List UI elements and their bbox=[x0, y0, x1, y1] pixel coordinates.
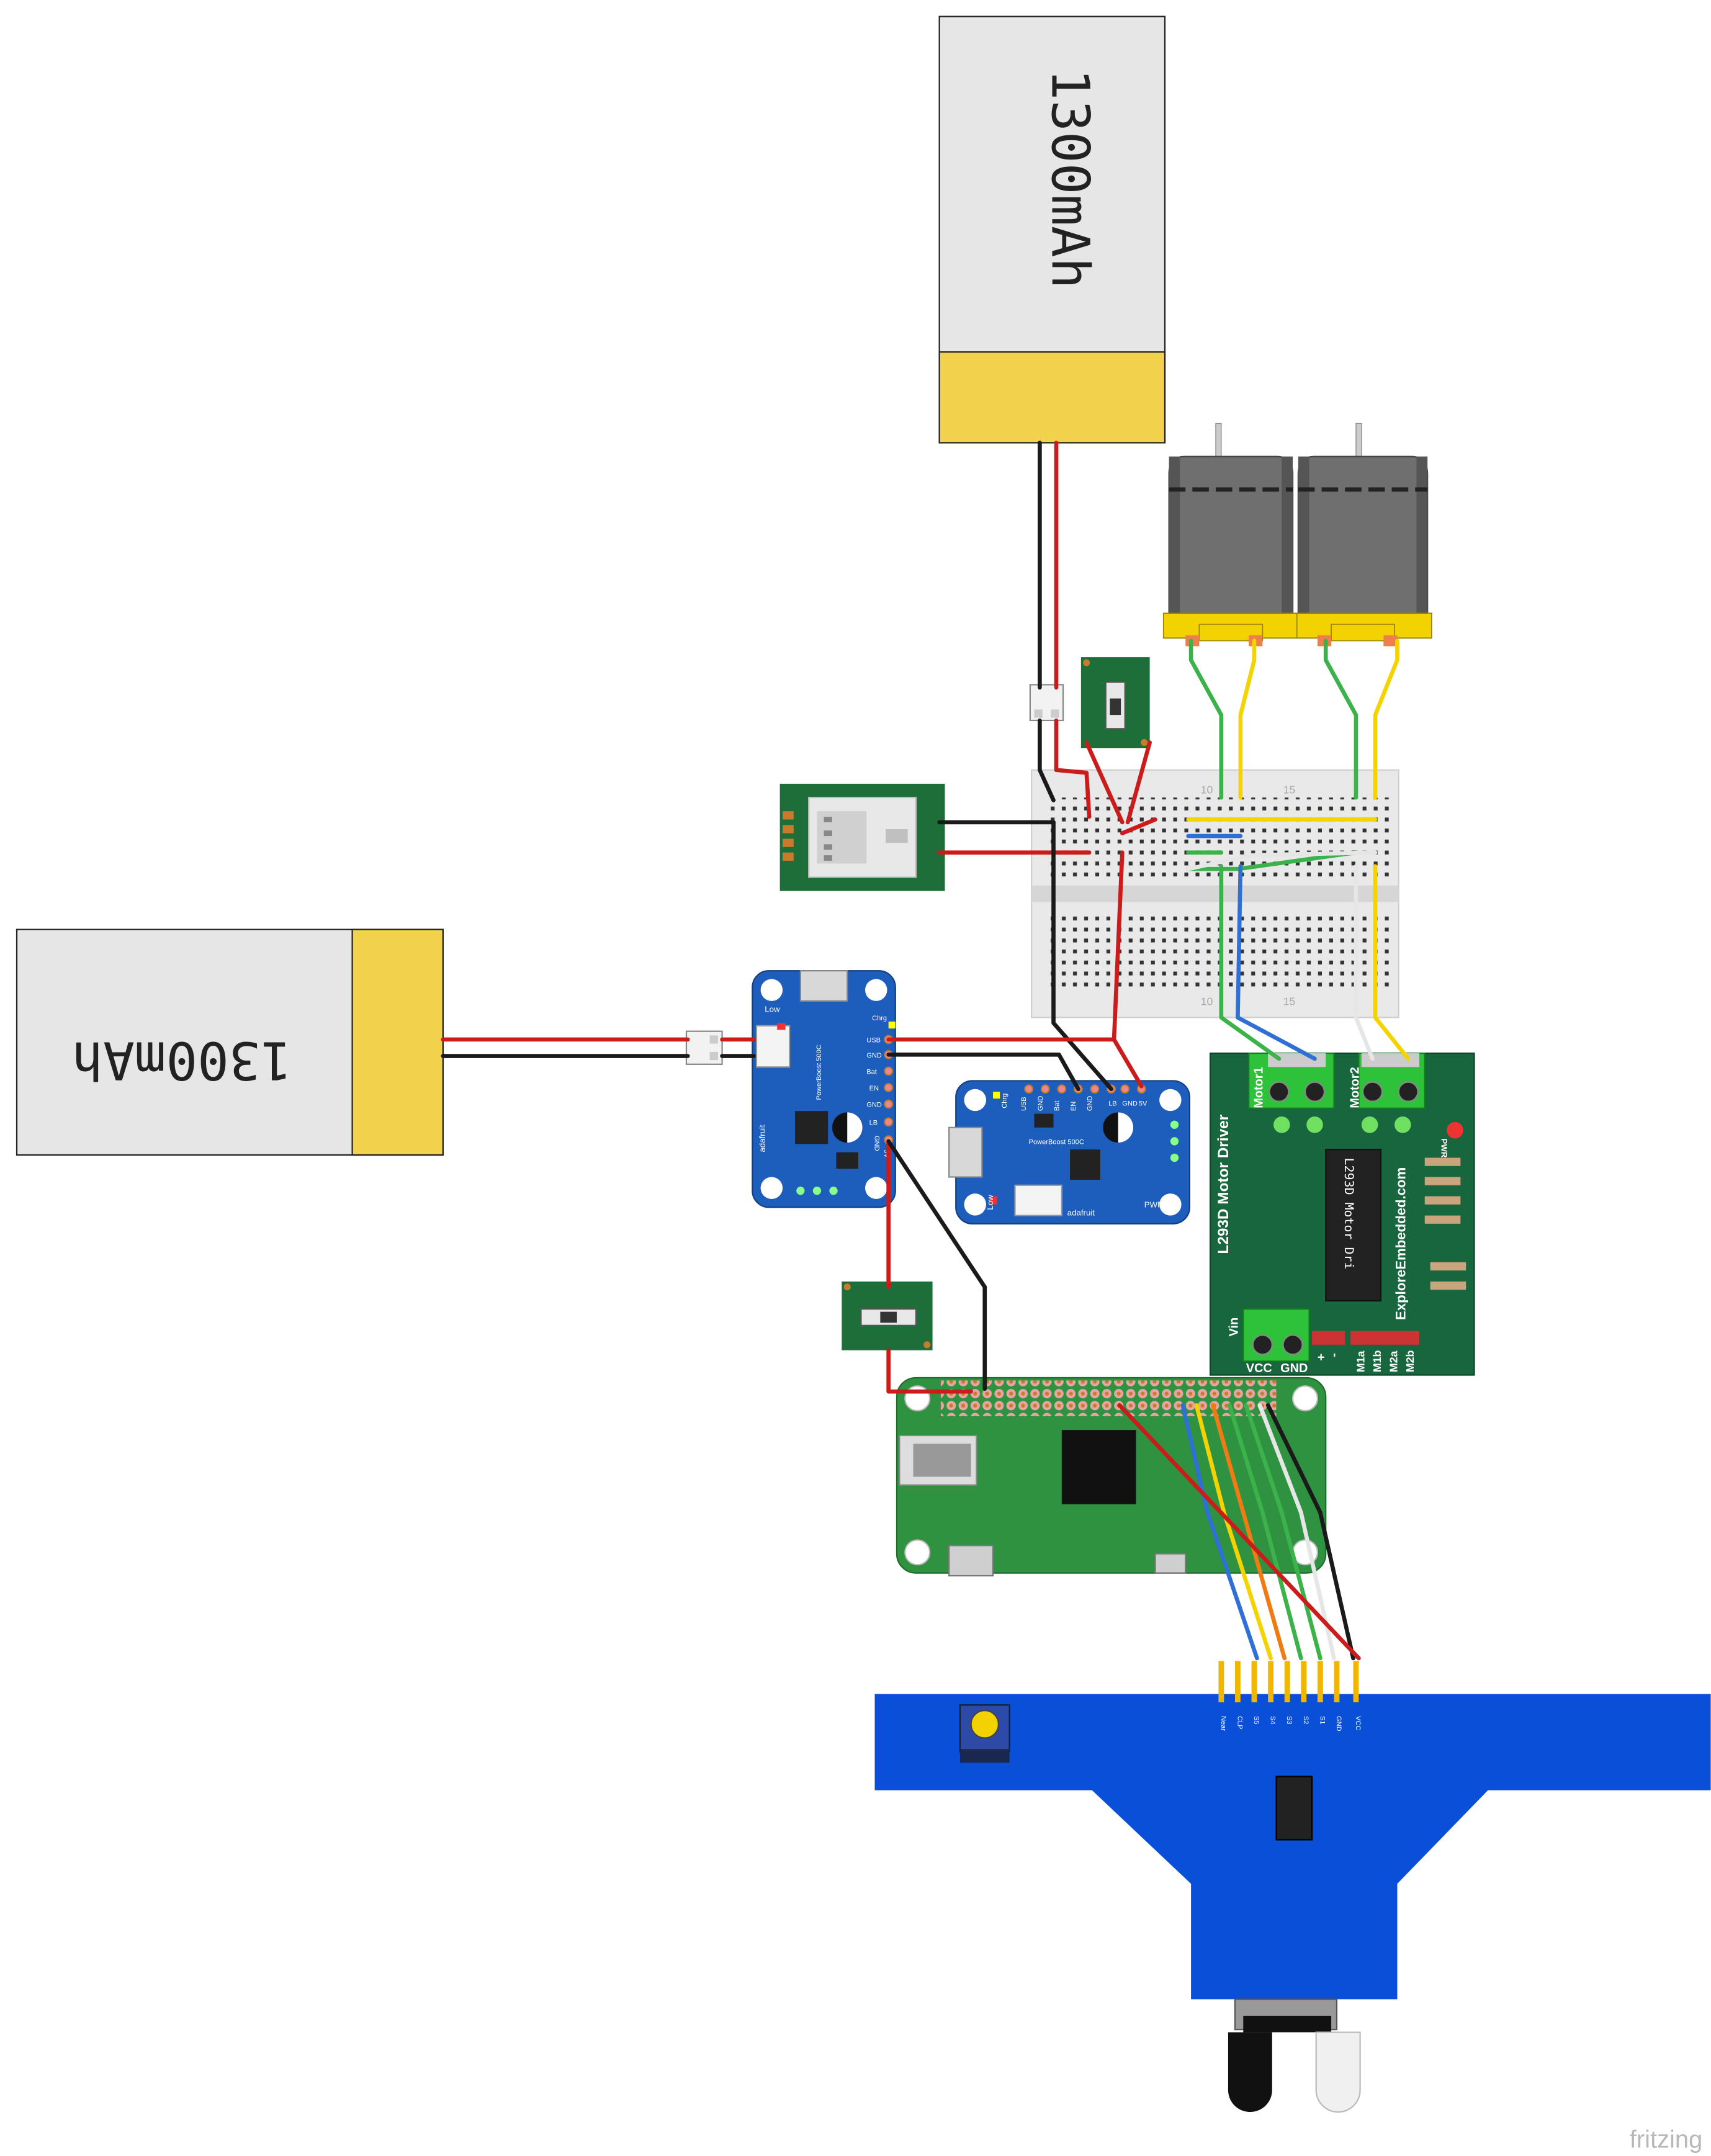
dc-motor-1 bbox=[1162, 423, 1299, 647]
sensor-pin-s3: S3 bbox=[1285, 1716, 1293, 1725]
l293d-pin-m1b: M1b bbox=[1371, 1350, 1383, 1373]
wire-pi-sensor-yellow bbox=[1194, 1403, 1273, 1661]
raspberry-pi-zero bbox=[896, 1377, 1327, 1577]
wire-bb-red-jump bbox=[1120, 817, 1157, 835]
pb-right-pwr: PWR bbox=[1144, 1200, 1164, 1209]
wire-motor2-yellow bbox=[1373, 639, 1399, 800]
wire-motor1-green bbox=[1188, 639, 1224, 800]
wire-pi-sensor-blue bbox=[1180, 1403, 1259, 1661]
slide-switch-top bbox=[1080, 657, 1150, 748]
pb-left-name: PowerBoost 500C bbox=[815, 1044, 823, 1100]
wire-pi-sensor-red bbox=[1117, 1403, 1361, 1661]
l293d-pin-m1a: M1a bbox=[1354, 1351, 1367, 1373]
wire-bb-md-green bbox=[1219, 864, 1282, 1061]
bb-col-10-top: 10 bbox=[1201, 783, 1213, 796]
wire-pi-sensor-white bbox=[1257, 1403, 1336, 1661]
pb-right-pin-usb: USB bbox=[1020, 1097, 1028, 1111]
sensor-pin-near: Near bbox=[1219, 1716, 1227, 1731]
pb-left-pin-usb: USB bbox=[866, 1036, 881, 1044]
pb-right-name: PowerBoost 500C bbox=[1029, 1138, 1084, 1146]
sensor-pin-gnd: GND bbox=[1335, 1716, 1342, 1732]
wire-bb-white-h bbox=[1186, 850, 1378, 871]
sensor-pin-vcc: VCC bbox=[1354, 1716, 1362, 1730]
pb-right-brand: adafruit bbox=[1067, 1208, 1095, 1218]
pb-left-pin-bat: Bat bbox=[866, 1068, 877, 1076]
pb-left-chrg: Chrg bbox=[872, 1015, 887, 1022]
l293d-motor2-label: Motor2 bbox=[1348, 1067, 1362, 1108]
wire-bb-pbr-black bbox=[1051, 820, 1113, 1092]
pb-right-pin-en: EN bbox=[1070, 1102, 1077, 1111]
wire-pi-sensor-orange bbox=[1211, 1403, 1287, 1661]
l293d-minus-label: - bbox=[1328, 1353, 1342, 1357]
wire-jst-bb-red bbox=[1054, 718, 1092, 819]
l293d-pwr-label: PWR bbox=[1439, 1138, 1448, 1157]
pb-left-pin-lb: LB bbox=[869, 1119, 878, 1126]
ir-sensor-board: Near CLP S5 S4 S3 S2 S1 GND VCC bbox=[874, 1661, 1711, 2113]
pb-left-pin-gnd2: GND bbox=[866, 1102, 882, 1109]
l293d-plus-label: + bbox=[1318, 1350, 1325, 1364]
pb-right-pin-5v: 5V bbox=[1139, 1100, 1147, 1107]
pb-right-pin-lb: LB bbox=[1108, 1100, 1117, 1107]
wire-pi-sensor-green-1 bbox=[1227, 1403, 1303, 1661]
l293d-website: ExploreEmbedded.com bbox=[1393, 1167, 1409, 1320]
battery-top: 1300mAh bbox=[938, 16, 1166, 444]
wire-pbl-pbr-black bbox=[886, 1053, 1080, 1092]
pb-left-brand: adafruit bbox=[757, 1125, 766, 1152]
sensor-pin-clp: CLP bbox=[1236, 1716, 1243, 1730]
bb-col-10-bot: 10 bbox=[1201, 995, 1213, 1008]
l293d-chip-label: L293D Motor Dri bbox=[1342, 1158, 1357, 1270]
l293d-pin-m2b: M2b bbox=[1404, 1350, 1416, 1373]
wire-pi-sensor-green-2 bbox=[1244, 1403, 1323, 1661]
l293d-motor1-label: Motor1 bbox=[1252, 1067, 1265, 1108]
battery-left: 1300mAh bbox=[16, 928, 444, 1156]
wire-jst-bb-black bbox=[1038, 718, 1056, 802]
l293d-gnd-label: GND bbox=[1280, 1362, 1308, 1375]
usb-connector-board bbox=[779, 783, 945, 891]
wire-bb-md-blue bbox=[1236, 864, 1317, 1061]
pb-right-chrg: Chrg bbox=[1001, 1094, 1008, 1108]
jst-connector-top bbox=[1029, 684, 1064, 722]
l293d-pin-m2a: M2a bbox=[1387, 1351, 1399, 1373]
sensor-pin-s1: S1 bbox=[1318, 1716, 1326, 1725]
pb-right-pin-gnd3: GND bbox=[1122, 1100, 1138, 1107]
wire-pbl-pi-black bbox=[886, 1139, 987, 1391]
wire-bb-md-yellow bbox=[1373, 864, 1411, 1061]
pb-right-pin-gnd2: GND bbox=[1087, 1096, 1094, 1112]
l293d-title: L293D Motor Driver bbox=[1215, 1114, 1232, 1254]
wire-motor2-green bbox=[1323, 639, 1358, 800]
pb-left-pin-gnd3: GND bbox=[873, 1136, 881, 1151]
pb-right-pin-bat: Bat bbox=[1053, 1101, 1061, 1112]
bb-col-15-bot: 15 bbox=[1283, 995, 1296, 1008]
wire-switch-bb-red-2 bbox=[1125, 740, 1152, 825]
wires bbox=[441, 441, 1411, 1661]
sensor-pin-s2: S2 bbox=[1302, 1716, 1309, 1725]
wire-switch-pi-red bbox=[886, 1348, 973, 1394]
sensor-pin-s5: S5 bbox=[1252, 1716, 1260, 1725]
wire-bb-md-white bbox=[1354, 864, 1375, 1061]
battery-top-label: 1300mAh bbox=[1040, 69, 1100, 289]
wire-switch-bb-red-1 bbox=[1084, 740, 1125, 825]
pb-left-low: Low bbox=[765, 1005, 780, 1014]
sensor-pin-s4: S4 bbox=[1269, 1716, 1277, 1725]
fritzing-watermark: fritzing bbox=[1630, 2126, 1702, 2154]
dc-motor-2 bbox=[1296, 423, 1432, 647]
powerboost-left: Low Chrg adafruit PowerBoost 500C USB GN… bbox=[752, 970, 896, 1208]
slide-switch-bottom bbox=[842, 1281, 933, 1350]
l293d-vcc-label: VCC bbox=[1246, 1362, 1272, 1375]
pb-left-pin-en: EN bbox=[869, 1085, 879, 1092]
breadboard: 10 15 10 15 bbox=[1030, 769, 1399, 1018]
l293d-vin-label: Vin bbox=[1227, 1318, 1241, 1337]
pb-left-pin-gnd1: GND bbox=[866, 1052, 882, 1059]
pb-right-low: Low bbox=[986, 1195, 995, 1210]
l293d-motor-driver: Motor1 Motor2 L293D Motor Driver Explore… bbox=[1210, 1053, 1475, 1376]
wire-motor1-yellow bbox=[1238, 639, 1257, 800]
wire-bb-green-h2 bbox=[1186, 850, 1358, 871]
battery-left-label: 1300mAh bbox=[71, 1030, 292, 1090]
bb-col-15-top: 15 bbox=[1283, 783, 1296, 796]
jst-connector-left bbox=[685, 1030, 723, 1065]
powerboost-right: Low Chrg adafruit PowerBoost 500C PWR US… bbox=[948, 1080, 1190, 1224]
pb-right-pin-gnd1: GND bbox=[1037, 1096, 1044, 1112]
wire-pi-sensor-black bbox=[1265, 1403, 1355, 1661]
